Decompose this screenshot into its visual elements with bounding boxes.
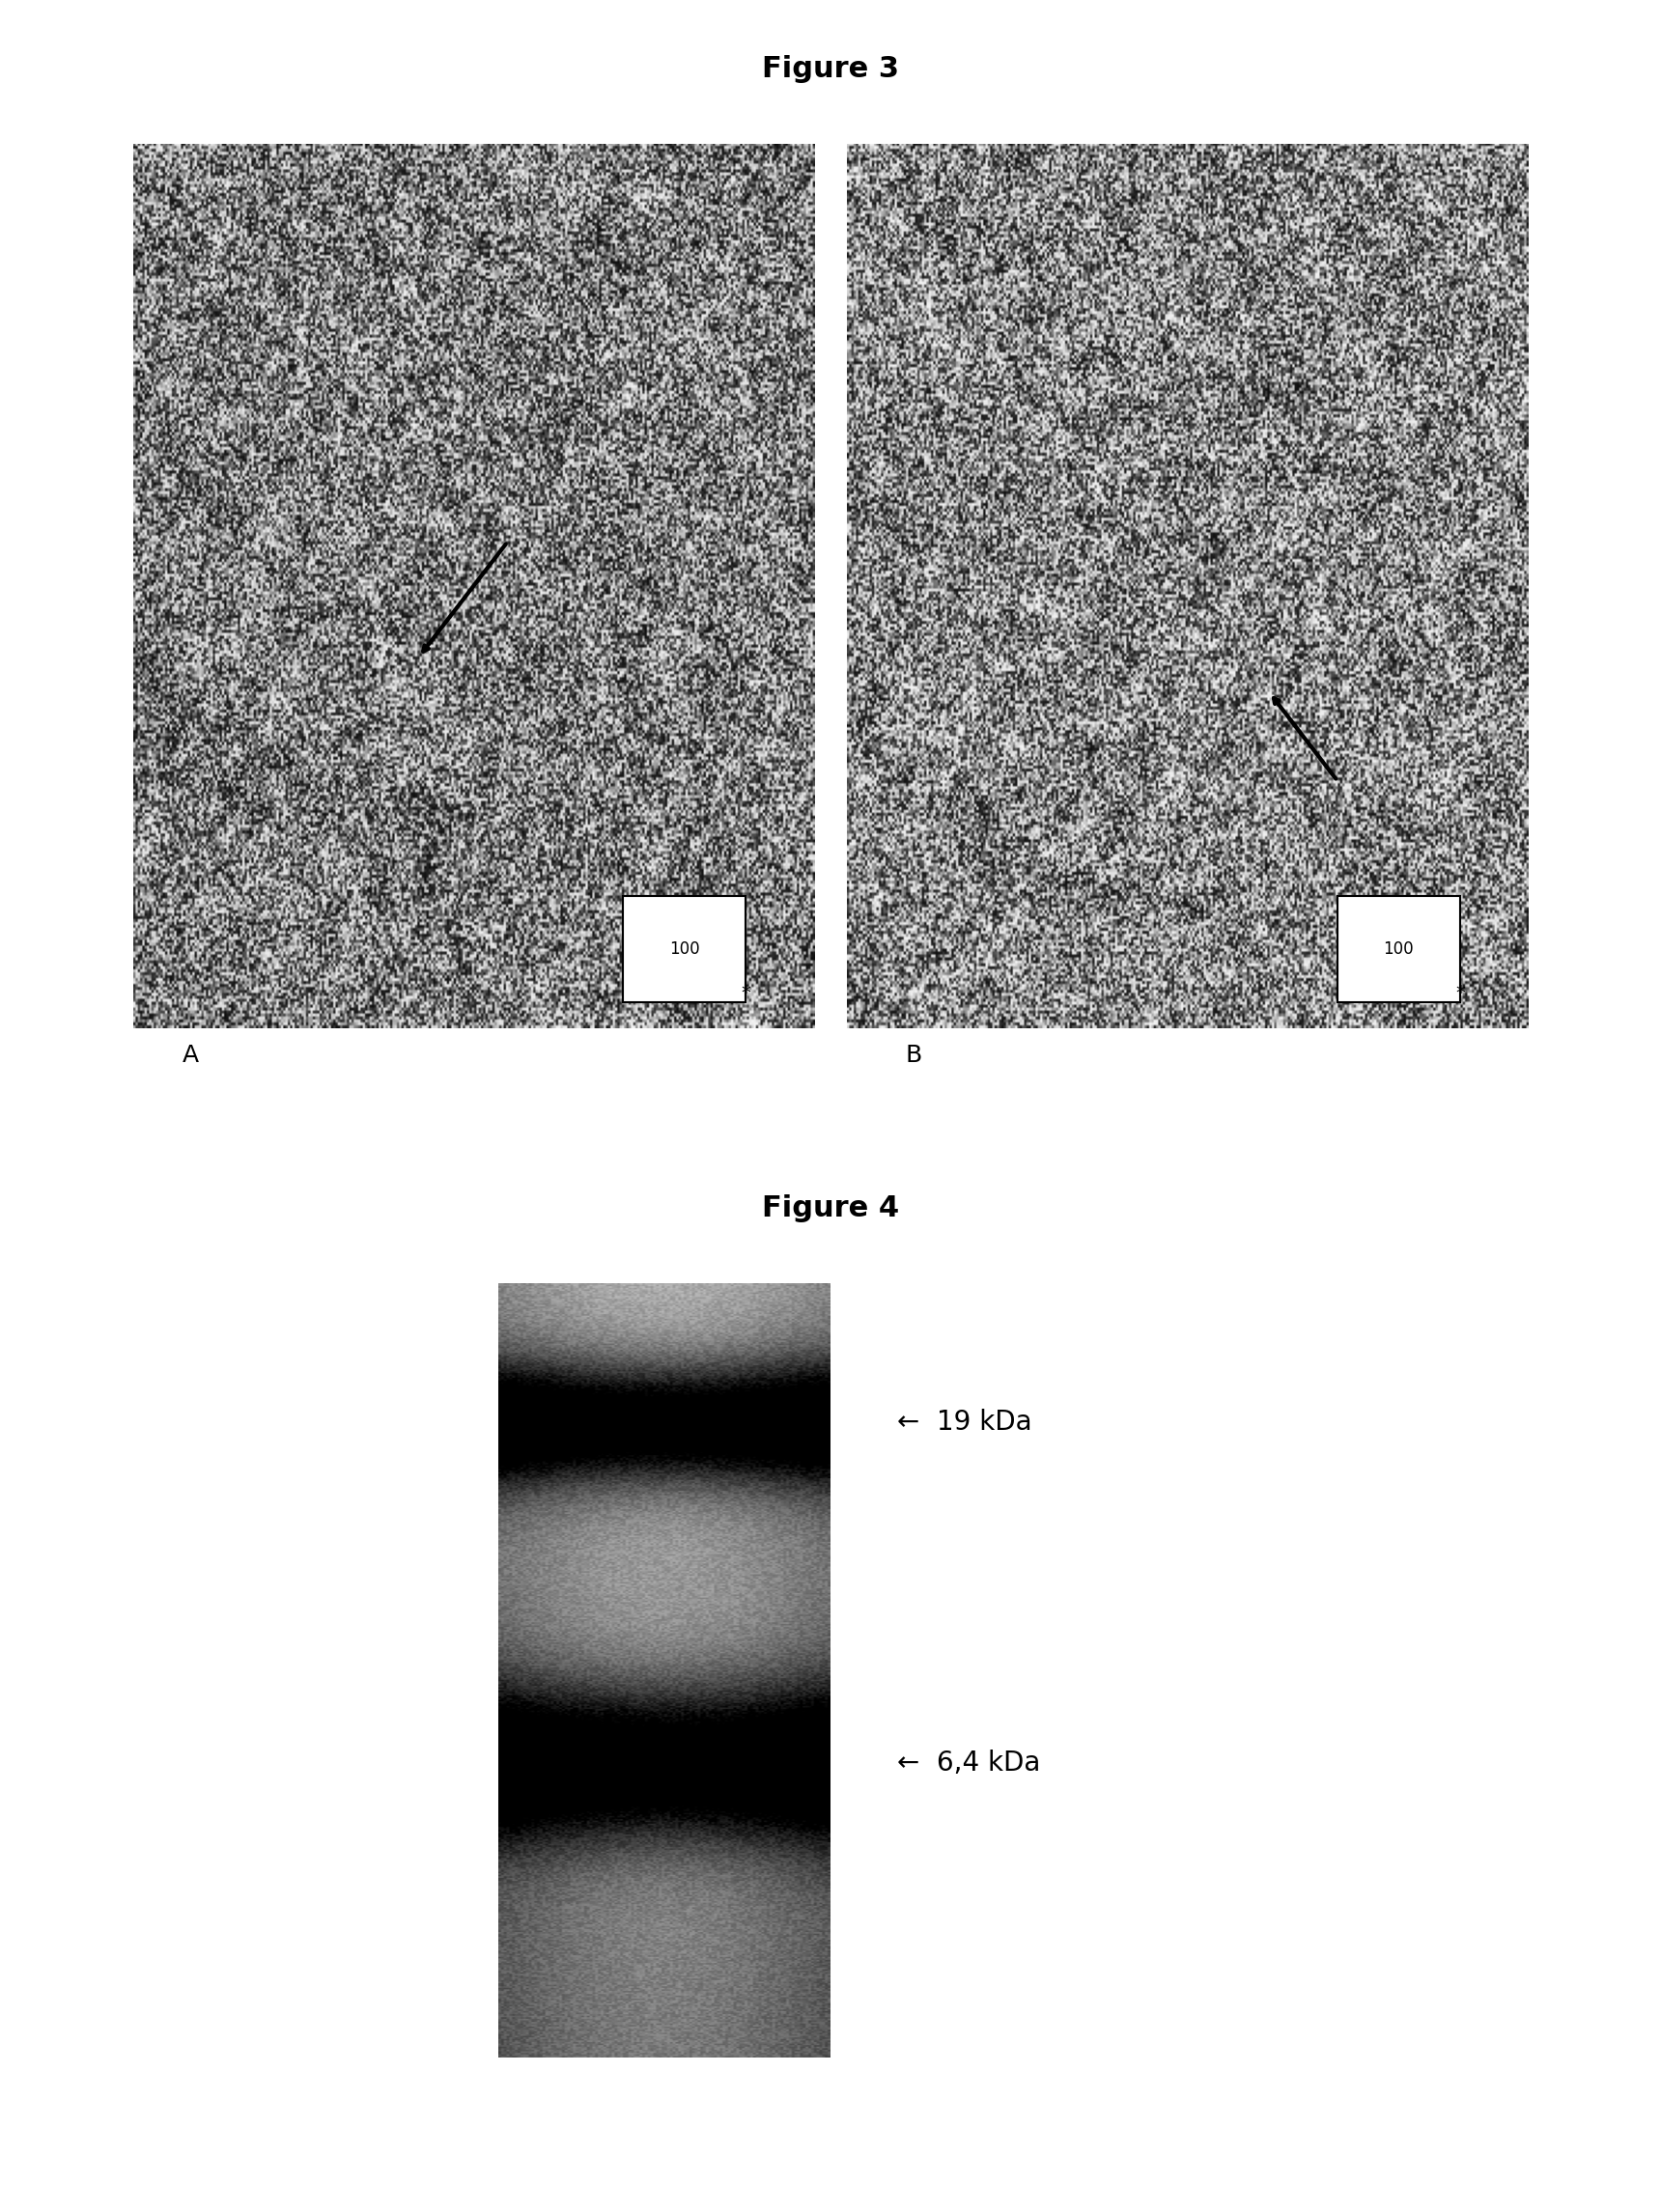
Text: B: B [905, 1044, 922, 1066]
Bar [623, 896, 746, 1002]
Text: *: * [1455, 984, 1465, 1002]
Text: ←  6,4 kDa: ← 6,4 kDa [897, 1750, 1040, 1776]
Text: 100: 100 [669, 940, 699, 958]
Text: ←  19 kDa: ← 19 kDa [897, 1409, 1031, 1436]
Bar [1337, 896, 1460, 1002]
Text: A: A [183, 1044, 199, 1066]
Text: Figure 3: Figure 3 [762, 55, 899, 84]
Text: Figure 4: Figure 4 [762, 1194, 899, 1223]
Text: *: * [741, 984, 751, 1002]
Text: 100: 100 [1384, 940, 1414, 958]
